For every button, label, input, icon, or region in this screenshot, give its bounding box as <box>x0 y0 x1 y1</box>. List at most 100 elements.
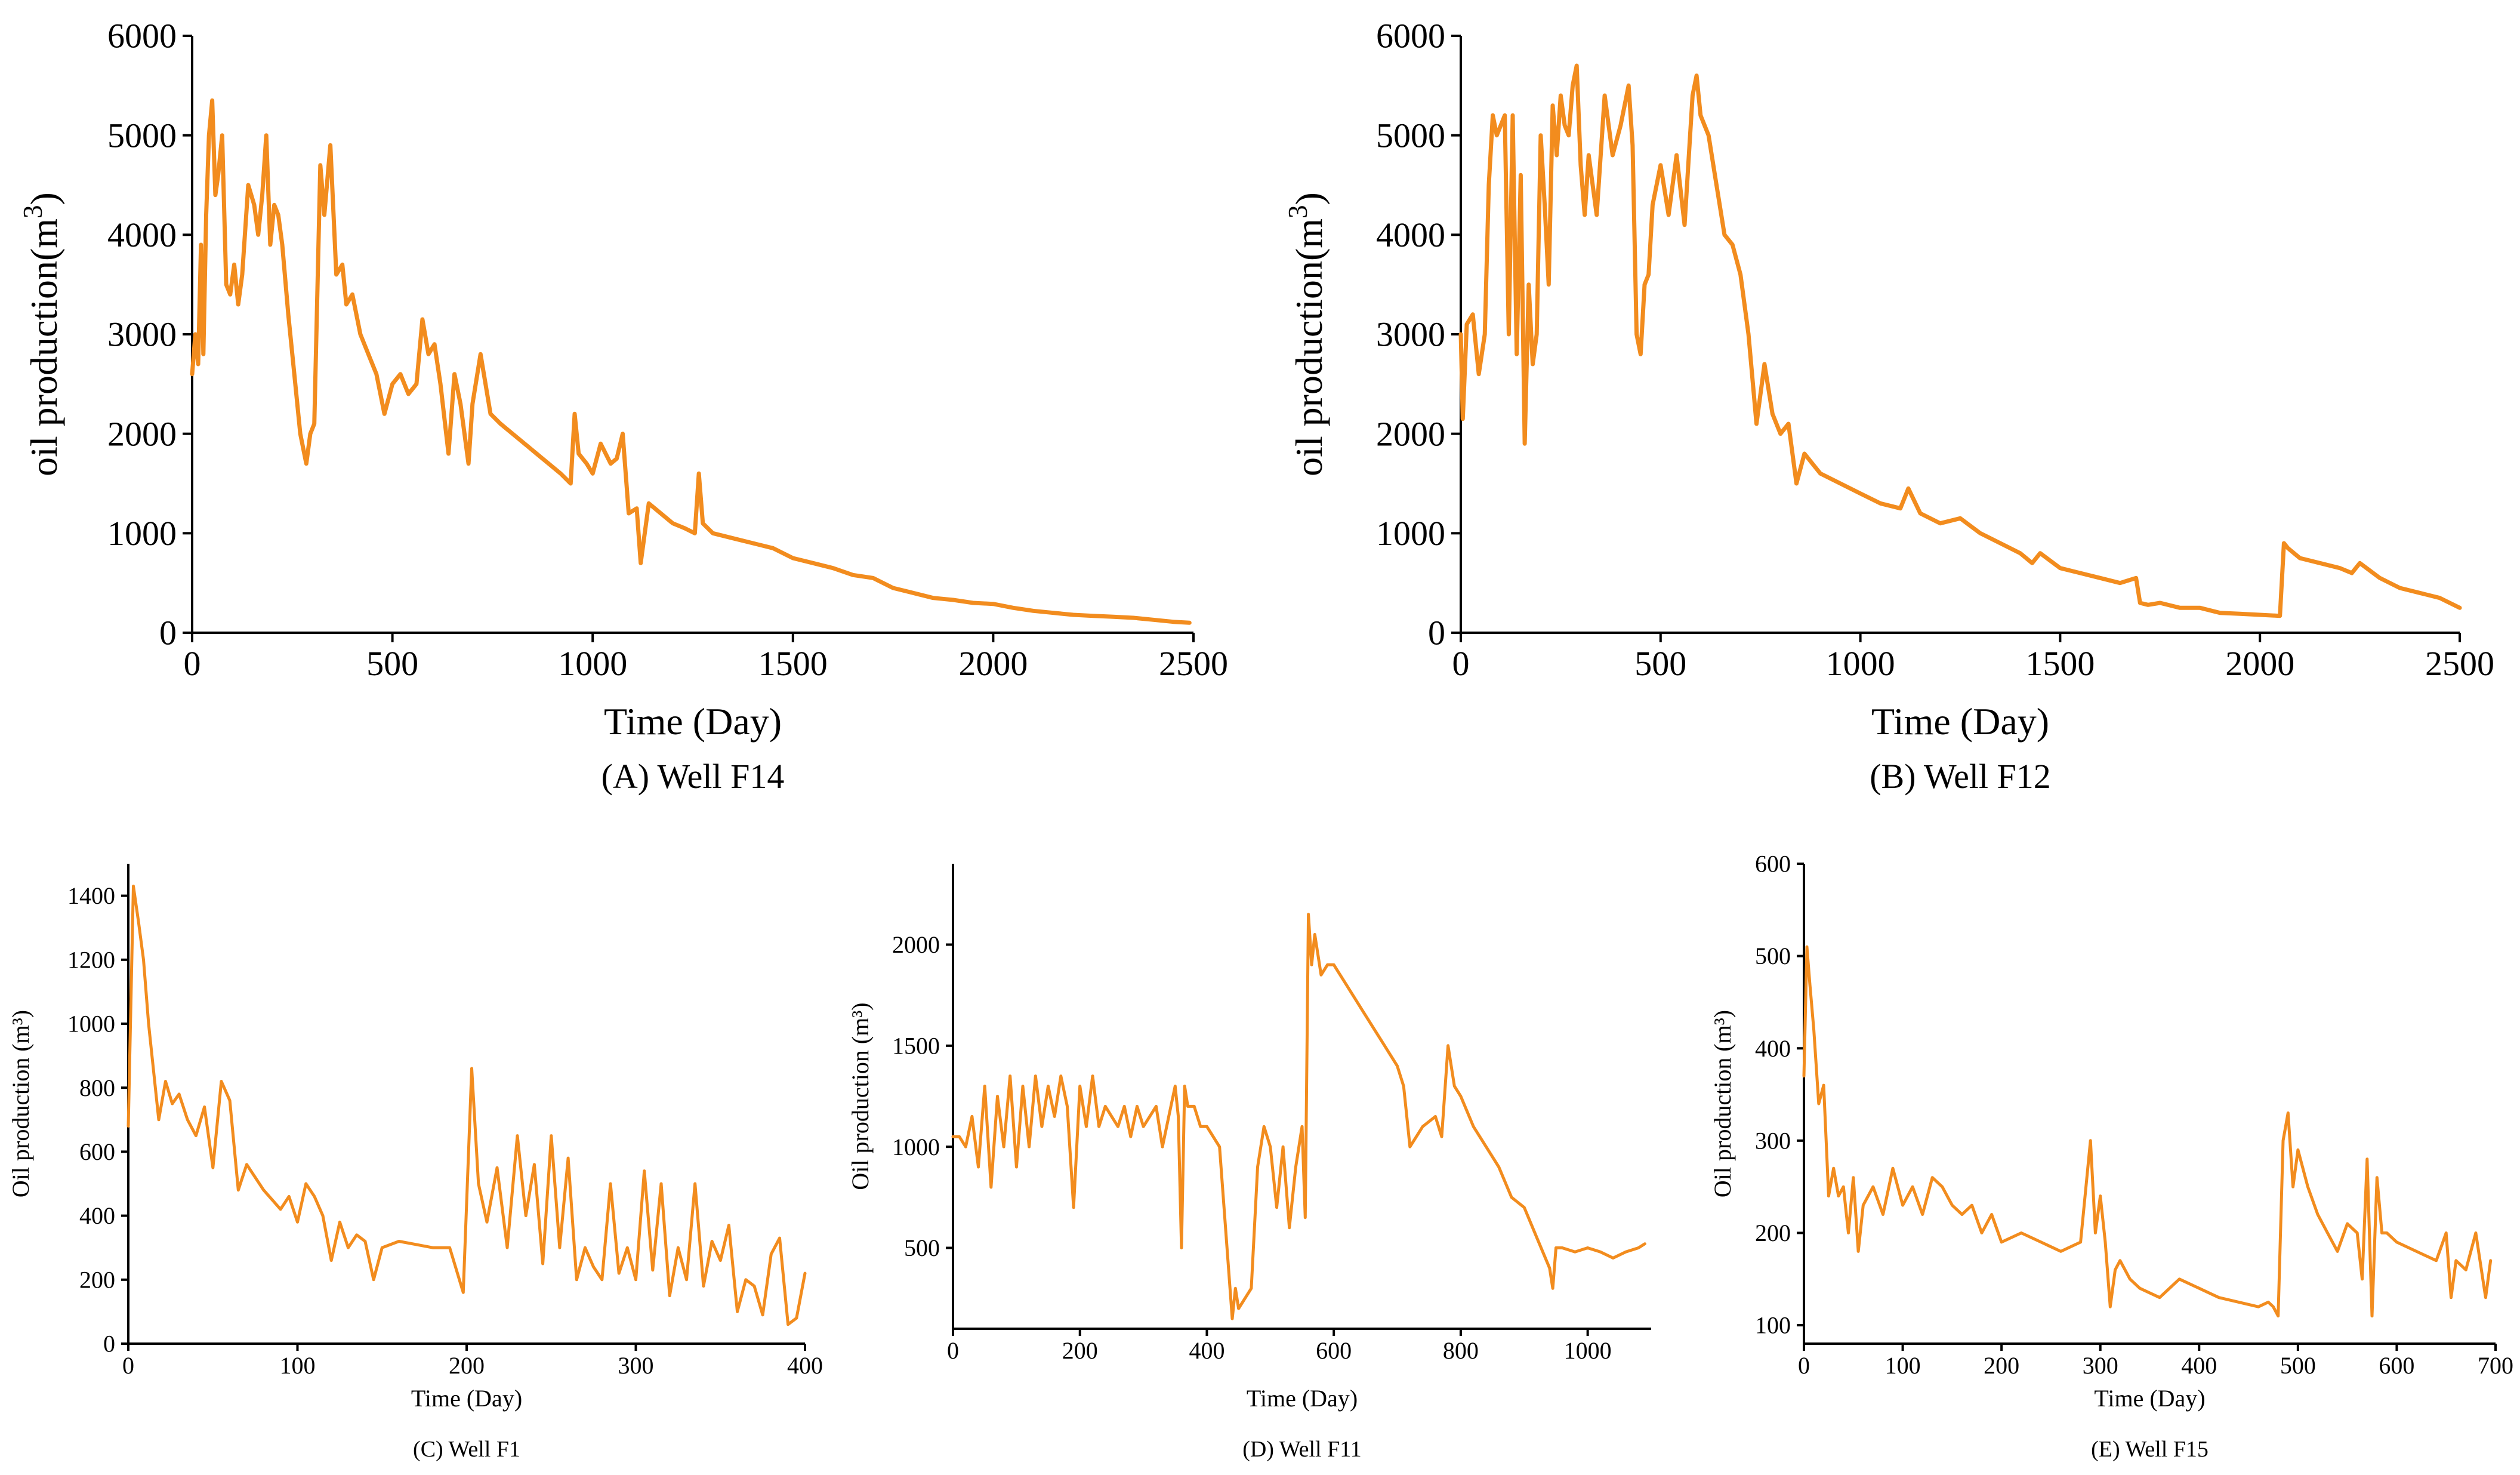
data-point <box>2198 606 2202 610</box>
data-point <box>322 213 326 217</box>
y-tick-label: 2000 <box>892 931 940 958</box>
data-point <box>627 511 631 516</box>
data-point <box>195 1134 198 1137</box>
data-point <box>1332 963 1335 966</box>
x-axis-label: Time (Day) <box>1871 700 2049 743</box>
data-point <box>1646 272 1651 277</box>
data-point <box>621 432 625 436</box>
data-point <box>617 1271 621 1275</box>
data-point <box>1941 1185 1944 1188</box>
data-point <box>1818 472 1822 476</box>
data-point <box>1151 618 1156 622</box>
data-point <box>236 302 240 307</box>
data-point <box>651 1268 655 1271</box>
data-point <box>2285 546 2290 550</box>
data-point <box>2059 1250 2062 1253</box>
data-point <box>211 1166 215 1169</box>
data-point <box>1575 63 1579 68</box>
data-point <box>541 1262 544 1265</box>
data-point <box>1571 84 1575 88</box>
data-point <box>308 432 313 436</box>
data-point <box>1171 620 1176 624</box>
y-tick-label: 2000 <box>1376 414 1445 453</box>
data-point <box>2218 611 2222 615</box>
data-point <box>1085 1125 1088 1128</box>
data-point <box>383 412 387 416</box>
data-point <box>1034 1074 1037 1077</box>
data-point <box>1091 614 1096 618</box>
data-point <box>1421 1125 1424 1128</box>
data-point <box>232 263 236 267</box>
data-point <box>2038 551 2043 555</box>
data-point <box>677 1246 680 1249</box>
data-point <box>1028 1145 1031 1148</box>
data-point <box>1658 163 1662 167</box>
data-point <box>446 451 451 456</box>
x-tick-label: 400 <box>2181 1352 2217 1379</box>
data-point <box>702 1285 705 1288</box>
y-tick-label: 3000 <box>1376 315 1445 354</box>
data-point <box>591 472 595 476</box>
data-point <box>535 451 539 456</box>
data-point <box>1574 1251 1577 1254</box>
data-point <box>466 461 471 466</box>
data-point <box>2109 1305 2112 1308</box>
data-point <box>1812 1029 1815 1031</box>
data-point <box>1495 133 1499 137</box>
data-point <box>2296 1148 2300 1151</box>
data-point <box>420 317 425 322</box>
data-point <box>288 1195 291 1198</box>
data-point <box>1440 1135 1443 1138</box>
data-point <box>1051 611 1056 615</box>
data-point <box>1566 133 1571 137</box>
data-point <box>1938 521 1942 525</box>
data-point <box>2489 1259 2492 1262</box>
data-point <box>1053 1115 1056 1118</box>
data-point <box>1535 332 1539 337</box>
data-point <box>533 1163 536 1166</box>
data-point <box>1515 352 1519 356</box>
data-point <box>1015 1165 1018 1169</box>
data-point <box>1526 282 1531 287</box>
y-tick-label: 5000 <box>1376 116 1445 155</box>
data-point <box>1244 1297 1247 1300</box>
data-point <box>710 1240 714 1243</box>
data-point <box>575 1278 578 1282</box>
data-point <box>1472 1125 1475 1128</box>
x-tick-label: 2500 <box>1159 644 1228 683</box>
y-tick-label: 0 <box>159 614 177 652</box>
data-point <box>1551 1287 1554 1290</box>
data-point <box>1599 1251 1602 1254</box>
data-point <box>398 372 403 376</box>
data-point <box>220 133 224 137</box>
chart-caption: (B) Well F12 <box>1870 757 2051 796</box>
data-point <box>778 1236 781 1240</box>
data-point <box>2435 1259 2438 1262</box>
data-point <box>2346 1222 2349 1225</box>
data-point <box>1722 233 1727 237</box>
data-point <box>2326 1231 2329 1234</box>
data-point <box>498 421 502 426</box>
data-point <box>1978 531 1982 535</box>
y-tick-label: 2000 <box>107 414 177 453</box>
data-point <box>1262 1125 1266 1128</box>
data-point <box>2030 561 2034 565</box>
data-point <box>1998 541 2003 546</box>
data-point <box>276 213 280 217</box>
data-point <box>1960 1213 1964 1216</box>
data-point <box>1786 421 1791 426</box>
data-point <box>1510 1196 1513 1199</box>
y-tick-label: 1200 <box>67 946 115 973</box>
y-tick-label: 1000 <box>1376 514 1445 553</box>
data-point <box>1370 1024 1374 1027</box>
data-point <box>592 1265 595 1268</box>
data-point <box>1858 491 1862 495</box>
data-point <box>458 402 462 406</box>
data-point <box>1464 322 1469 327</box>
data-point <box>1891 1166 1895 1170</box>
data-point <box>1129 1135 1133 1138</box>
data-point <box>1183 1085 1186 1088</box>
data-point <box>1281 1145 1285 1148</box>
data-point <box>2474 1231 2478 1234</box>
data-point <box>260 193 264 197</box>
